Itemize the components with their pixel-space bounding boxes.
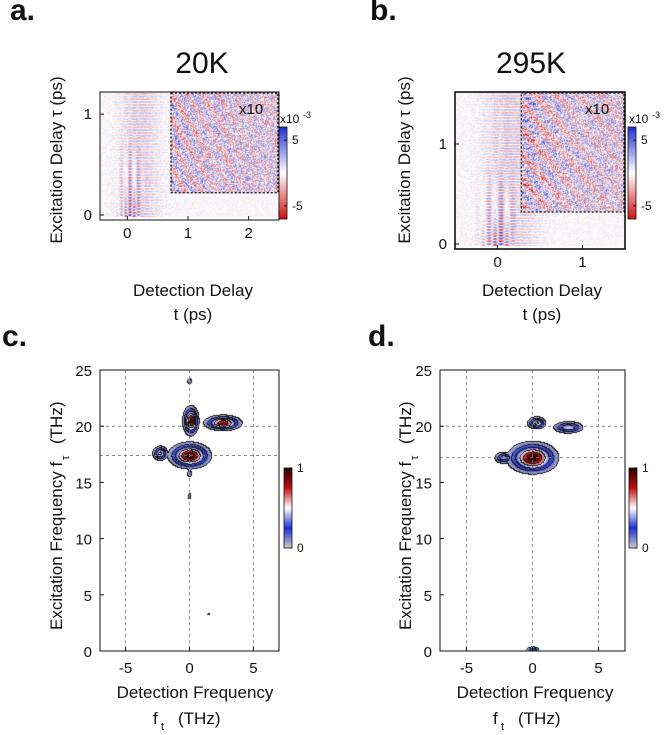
x-axis-sublabel-unit: (THz) — [518, 709, 560, 728]
x-axis-label: Detection Delay — [133, 281, 254, 300]
x-tick-label: 0 — [493, 254, 501, 271]
x-tick-label: -5 — [460, 660, 473, 677]
chart-title: 295K — [496, 47, 566, 80]
chart-title: 20K — [175, 47, 228, 80]
y-tick-label: 20 — [415, 419, 432, 436]
x-axis-sublabel-symbol: f — [153, 709, 158, 728]
y-tick-label: 20 — [75, 419, 92, 436]
x-tick-label: 0 — [123, 225, 131, 242]
x-axis-label: Detection Frequency — [457, 683, 614, 702]
x-tick-label: 5 — [249, 660, 257, 677]
x-axis-label: Detection Frequency — [117, 683, 274, 702]
x-axis-sublabel-symbol: f — [493, 709, 498, 728]
y-axis-label: Excitation Delay τ (ps) — [47, 76, 66, 243]
x-tick-label: 1 — [578, 254, 586, 271]
y-tick-label: 5 — [424, 588, 432, 605]
x-tick-label: 2 — [244, 225, 252, 242]
x-axis-sublabel-index: t — [501, 721, 504, 733]
y-tick-label: 1 — [84, 106, 92, 123]
x-axis-sublabel: t (ps) — [174, 305, 213, 324]
y-tick-label: 0 — [424, 644, 432, 661]
x-tick-label: 5 — [594, 660, 602, 677]
y-tick-label: 1 — [439, 136, 447, 153]
colorbar — [627, 126, 637, 220]
x-tick-label: -5 — [119, 660, 132, 677]
colorbar-tick-label: -5 — [641, 199, 652, 213]
inset-box — [520, 92, 625, 213]
x-tick-label: 0 — [528, 660, 536, 677]
heatmap-image — [100, 92, 279, 220]
x-axis-label: Detection Delay — [482, 281, 603, 300]
inset-label: x10 — [239, 101, 263, 118]
panel-label: d. — [368, 320, 395, 353]
y-axis-label: Excitation Frequency f — [396, 462, 415, 630]
x-axis-sublabel-index: t — [161, 721, 164, 733]
inset-label: x10 — [585, 101, 609, 118]
y-tick-label: 10 — [415, 532, 432, 549]
y-tick-label: 10 — [75, 532, 92, 549]
x-axis-sublabel-unit: (THz) — [178, 709, 220, 728]
colorbar-exponent-power: -3 — [303, 110, 311, 120]
colorbar-exponent-power: -3 — [652, 110, 660, 120]
y-axis-label-unit: (THz) — [396, 402, 415, 444]
colorbar-tick-label: 0 — [642, 541, 649, 555]
colorbar-tick-label: -5 — [292, 199, 303, 213]
y-tick-label: 15 — [75, 475, 92, 492]
colorbar — [628, 467, 638, 549]
colorbar-tick-label: 1 — [297, 461, 304, 475]
colorbar — [283, 467, 293, 549]
x-axis-sublabel: t (ps) — [523, 305, 562, 324]
y-axis-label-group: Excitation Frequency f τ (THz) — [396, 402, 421, 630]
y-tick-label: 25 — [75, 363, 92, 380]
x-tick-label: 1 — [184, 225, 192, 242]
y-axis-label-unit: (THz) — [47, 402, 66, 444]
panel-label: a. — [10, 0, 35, 27]
panel-a: x10 0 1 2 0 1 a. 20K Detection Delay t (ps) Excita… — [10, 0, 311, 324]
panel-b: x10 0 1 0 1 b. 295K Detection Delay t (ps) Excita… — [370, 0, 660, 324]
y-tick-label: 0 — [84, 207, 92, 224]
y-tick-label: 0 — [439, 236, 447, 253]
y-tick-label: 25 — [415, 363, 432, 380]
panel-label: b. — [370, 0, 397, 27]
y-tick-label: 0 — [84, 644, 92, 661]
y-axis-label-group: Excitation Frequency f τ (THz) — [47, 402, 72, 630]
panel-label: c. — [2, 320, 27, 353]
colorbar — [278, 126, 288, 220]
colorbar-tick-label: 5 — [641, 133, 648, 147]
x-tick-label: 0 — [185, 660, 193, 677]
colorbar-tick-label: 5 — [292, 133, 299, 147]
inset-box — [170, 92, 279, 194]
y-axis-label-index: τ — [60, 455, 72, 460]
axes-frame — [454, 91, 626, 250]
colorbar-tick-label: 1 — [642, 461, 649, 475]
y-axis-label: Excitation Frequency f — [47, 462, 66, 630]
y-tick-label: 15 — [415, 475, 432, 492]
colorbar-exponent: x10 — [629, 112, 649, 126]
colorbar-exponent: x10 — [280, 112, 300, 126]
colorbar-tick-label: 0 — [297, 541, 304, 555]
heatmap-image — [455, 92, 625, 249]
y-axis-label: Excitation Delay τ (ps) — [395, 76, 414, 243]
y-tick-label: 5 — [84, 588, 92, 605]
y-axis-label-index: τ — [409, 455, 421, 460]
